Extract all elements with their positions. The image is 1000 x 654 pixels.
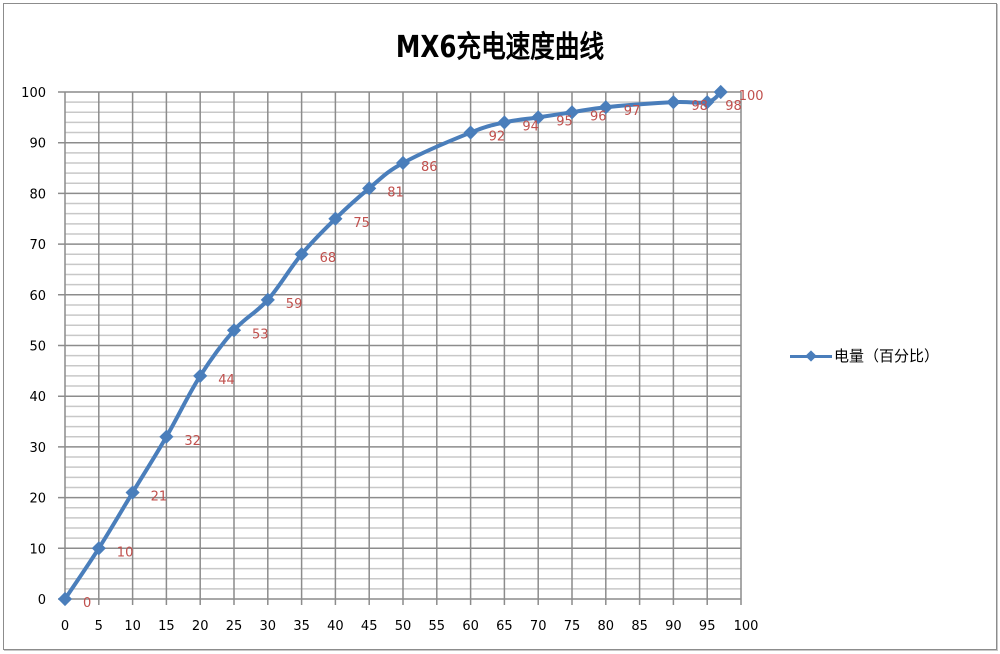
svg-text:80: 80 bbox=[29, 187, 46, 202]
y-axis-ticks: 0 10 20 30 40 50 60 70 80 90 100 bbox=[21, 86, 46, 608]
svg-text:80: 80 bbox=[598, 619, 615, 634]
svg-text:98: 98 bbox=[725, 99, 742, 114]
svg-text:21: 21 bbox=[151, 490, 168, 505]
data-point-marker bbox=[598, 100, 613, 115]
data-point-marker bbox=[328, 211, 343, 226]
data-point-marker bbox=[362, 181, 377, 196]
data-point-marker bbox=[531, 110, 546, 125]
svg-text:50: 50 bbox=[29, 340, 46, 355]
svg-text:15: 15 bbox=[158, 619, 175, 634]
svg-text:68: 68 bbox=[320, 251, 337, 266]
data-point-marker bbox=[91, 541, 106, 556]
svg-text:95: 95 bbox=[556, 114, 573, 129]
svg-text:70: 70 bbox=[530, 619, 547, 634]
svg-text:86: 86 bbox=[421, 160, 438, 175]
svg-text:95: 95 bbox=[699, 619, 716, 634]
svg-text:44: 44 bbox=[218, 373, 235, 388]
svg-text:65: 65 bbox=[496, 619, 513, 634]
data-point-marker bbox=[226, 323, 242, 338]
chart-frame bbox=[3, 3, 997, 650]
svg-text:100: 100 bbox=[734, 619, 759, 634]
svg-text:32: 32 bbox=[184, 434, 201, 449]
svg-text:60: 60 bbox=[29, 289, 46, 304]
gridlines bbox=[58, 91, 742, 605]
x-axis-ticks: 0 5 10 15 20 25 30 35 40 45 50 55 60 65 70 75 80 85 90 95 10… bbox=[61, 619, 759, 634]
svg-text:81: 81 bbox=[387, 185, 404, 200]
svg-text:10: 10 bbox=[117, 545, 134, 560]
svg-text:0: 0 bbox=[61, 619, 69, 634]
data-point-marker bbox=[294, 247, 309, 262]
svg-text:30: 30 bbox=[260, 619, 277, 634]
svg-text:20: 20 bbox=[29, 492, 46, 507]
svg-text:40: 40 bbox=[327, 619, 344, 634]
svg-text:20: 20 bbox=[192, 619, 209, 634]
svg-text:75: 75 bbox=[564, 619, 581, 634]
svg-text:50: 50 bbox=[395, 619, 412, 634]
svg-text:0: 0 bbox=[83, 596, 91, 611]
data-point-marker bbox=[713, 84, 728, 100]
data-point-marker bbox=[395, 155, 411, 171]
svg-text:90: 90 bbox=[665, 619, 682, 634]
data-point-marker bbox=[260, 292, 275, 307]
data-point-marker bbox=[564, 105, 580, 120]
data-point-marker bbox=[497, 115, 512, 130]
data-point-marker bbox=[159, 429, 174, 444]
data-point-marker bbox=[193, 368, 208, 383]
svg-text:5: 5 bbox=[95, 619, 103, 634]
legend-label: 电量（百分比） bbox=[834, 347, 940, 365]
svg-text:60: 60 bbox=[462, 619, 479, 634]
legend-line-marker-icon bbox=[790, 349, 832, 363]
svg-text:100: 100 bbox=[21, 86, 46, 101]
svg-text:90: 90 bbox=[29, 137, 46, 152]
svg-text:30: 30 bbox=[29, 441, 46, 456]
svg-text:100: 100 bbox=[739, 89, 764, 104]
svg-text:45: 45 bbox=[361, 619, 378, 634]
svg-text:97: 97 bbox=[624, 104, 641, 119]
data-point-marker bbox=[463, 125, 478, 140]
svg-text:85: 85 bbox=[631, 619, 648, 634]
svg-text:53: 53 bbox=[252, 327, 269, 342]
data-point-marker bbox=[700, 95, 715, 110]
svg-text:70: 70 bbox=[29, 238, 46, 253]
data-point-marker bbox=[666, 95, 681, 110]
svg-text:10: 10 bbox=[124, 619, 141, 634]
svg-text:94: 94 bbox=[522, 119, 539, 134]
svg-text:25: 25 bbox=[226, 619, 243, 634]
svg-text:75: 75 bbox=[353, 216, 370, 231]
svg-text:98: 98 bbox=[691, 99, 708, 114]
legend: 电量（百分比） bbox=[790, 345, 939, 366]
svg-text:10: 10 bbox=[29, 542, 46, 557]
data-point-marker bbox=[57, 591, 73, 607]
svg-text:40: 40 bbox=[29, 390, 46, 405]
svg-text:55: 55 bbox=[429, 619, 446, 634]
chart-title: MX6充电速度曲线 bbox=[395, 30, 605, 65]
svg-text:35: 35 bbox=[293, 619, 310, 634]
svg-text:96: 96 bbox=[590, 109, 607, 124]
svg-text:92: 92 bbox=[489, 130, 506, 145]
svg-text:0: 0 bbox=[38, 593, 46, 608]
svg-text:59: 59 bbox=[286, 297, 303, 312]
